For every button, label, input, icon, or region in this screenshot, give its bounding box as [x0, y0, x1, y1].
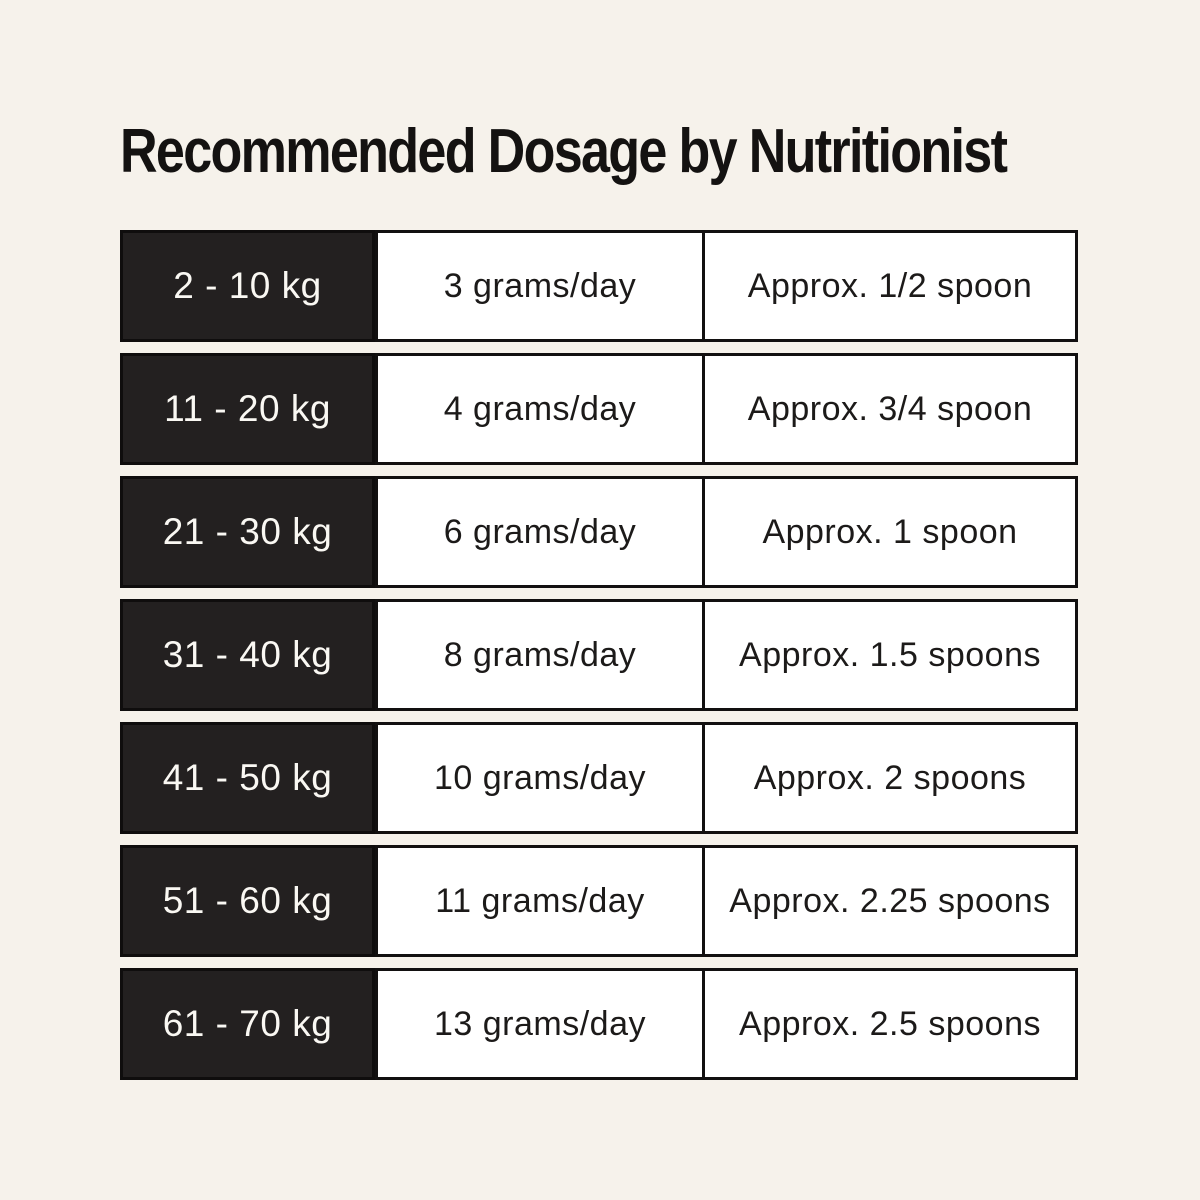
weight-range-cell: 2 - 10 kg [120, 230, 375, 342]
dosage-table: 2 - 10 kg 3 grams/day Approx. 1/2 spoon … [120, 230, 1078, 1080]
dosage-cell: 11 grams/day [375, 845, 705, 957]
weight-range-cell: 31 - 40 kg [120, 599, 375, 711]
weight-range-cell: 11 - 20 kg [120, 353, 375, 465]
table-row: 41 - 50 kg 10 grams/day Approx. 2 spoons [120, 722, 1078, 834]
table-row: 61 - 70 kg 13 grams/day Approx. 2.5 spoo… [120, 968, 1078, 1080]
spoon-cell: Approx. 2.25 spoons [705, 845, 1078, 957]
weight-range-cell: 21 - 30 kg [120, 476, 375, 588]
dosage-cell: 10 grams/day [375, 722, 705, 834]
weight-range-cell: 61 - 70 kg [120, 968, 375, 1080]
dosage-cell: 8 grams/day [375, 599, 705, 711]
weight-range-cell: 41 - 50 kg [120, 722, 375, 834]
dosage-cell: 4 grams/day [375, 353, 705, 465]
table-row: 11 - 20 kg 4 grams/day Approx. 3/4 spoon [120, 353, 1078, 465]
table-row: 21 - 30 kg 6 grams/day Approx. 1 spoon [120, 476, 1078, 588]
table-row: 51 - 60 kg 11 grams/day Approx. 2.25 spo… [120, 845, 1078, 957]
weight-range-cell: 51 - 60 kg [120, 845, 375, 957]
table-row: 31 - 40 kg 8 grams/day Approx. 1.5 spoon… [120, 599, 1078, 711]
spoon-cell: Approx. 3/4 spoon [705, 353, 1078, 465]
spoon-cell: Approx. 1/2 spoon [705, 230, 1078, 342]
spoon-cell: Approx. 1 spoon [705, 476, 1078, 588]
dosage-cell: 6 grams/day [375, 476, 705, 588]
table-row: 2 - 10 kg 3 grams/day Approx. 1/2 spoon [120, 230, 1078, 342]
spoon-cell: Approx. 2 spoons [705, 722, 1078, 834]
dosage-cell: 3 grams/day [375, 230, 705, 342]
spoon-cell: Approx. 1.5 spoons [705, 599, 1078, 711]
spoon-cell: Approx. 2.5 spoons [705, 968, 1078, 1080]
page-title: Recommended Dosage by Nutritionist [120, 117, 1008, 186]
dosage-cell: 13 grams/day [375, 968, 705, 1080]
